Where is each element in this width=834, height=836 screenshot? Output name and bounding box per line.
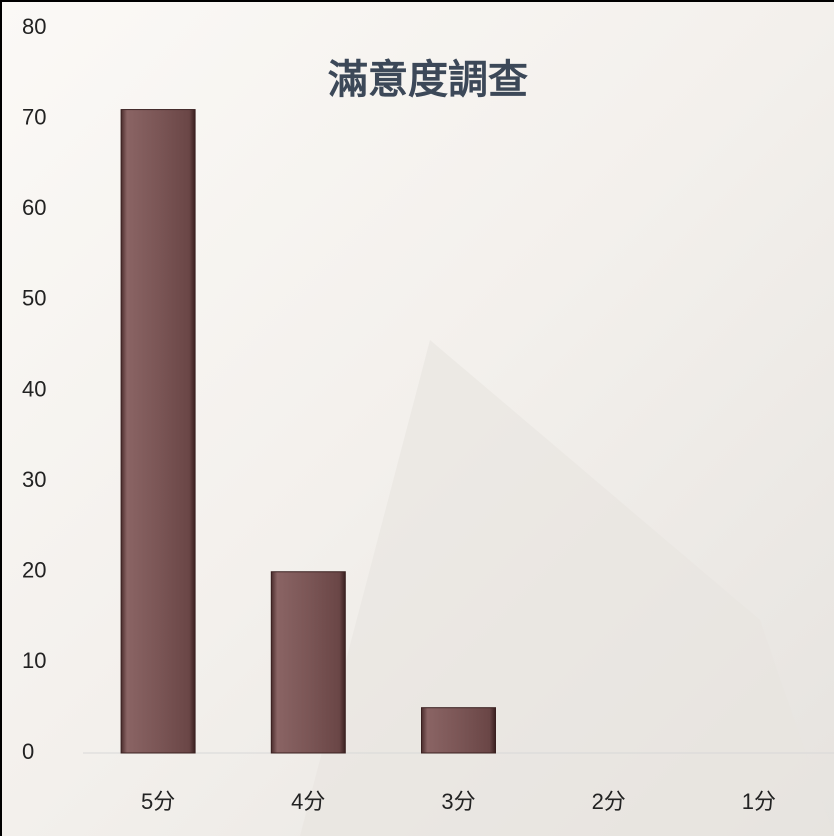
x-tick-label: 5分 <box>141 789 175 814</box>
x-tick-label: 1分 <box>742 789 776 814</box>
bar <box>120 109 196 754</box>
bar <box>421 707 496 754</box>
chart-title: 滿意度調查 <box>328 57 528 103</box>
y-tick-label: 20 <box>22 558 46 583</box>
y-tick-label: 40 <box>22 376 46 401</box>
y-tick-label: 0 <box>22 739 34 764</box>
bar <box>270 571 346 754</box>
x-tick-label: 2分 <box>592 789 626 814</box>
x-tick-label: 3分 <box>441 789 475 814</box>
y-tick-label: 30 <box>22 467 46 492</box>
x-tick-label: 4分 <box>291 789 325 814</box>
y-tick-label: 60 <box>22 195 46 220</box>
y-tick-label: 70 <box>22 104 46 129</box>
y-tick-label: 80 <box>22 14 46 39</box>
y-tick-label: 10 <box>22 648 46 673</box>
y-tick-label: 50 <box>22 286 46 311</box>
